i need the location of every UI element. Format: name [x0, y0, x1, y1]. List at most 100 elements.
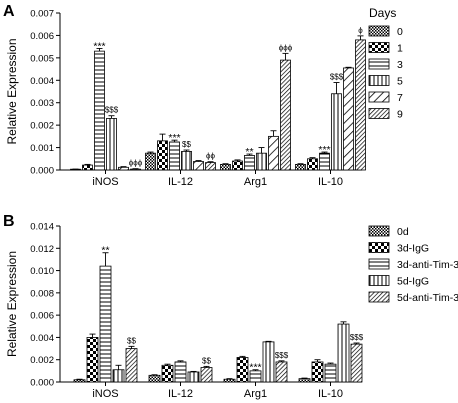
legend-label: 3d-anti-Tim-3 — [397, 259, 458, 271]
bar — [118, 166, 129, 171]
bar — [355, 39, 366, 171]
significance-label: ** — [101, 245, 109, 257]
bar — [298, 378, 311, 383]
bar — [148, 374, 161, 383]
x-tick-label: IL-10 — [318, 388, 343, 400]
bar — [324, 363, 337, 383]
y-tick-label: 0.004 — [30, 76, 54, 87]
bar — [350, 343, 363, 383]
bar — [343, 67, 354, 171]
bar — [337, 323, 350, 383]
legend-swatch — [368, 258, 390, 270]
bar — [262, 341, 275, 383]
x-tick-label: IL-12 — [168, 388, 193, 400]
legend-swatch — [368, 291, 390, 303]
bar — [295, 163, 306, 171]
significance-label: $$$ — [330, 73, 344, 82]
y-tick-label: 0.003 — [30, 98, 54, 109]
legend-label: 5 — [397, 76, 403, 88]
bar — [200, 367, 213, 383]
bar — [145, 152, 156, 171]
legend-label: 5d-IgG — [397, 276, 429, 288]
y-tick-label: 0.001 — [30, 143, 54, 154]
bar — [125, 348, 138, 383]
legend-swatch — [368, 25, 390, 37]
bar — [331, 93, 342, 171]
bar — [181, 150, 192, 171]
bar — [307, 158, 318, 171]
bar — [99, 265, 112, 383]
bar — [94, 50, 105, 171]
significance-label: $$ — [202, 356, 211, 365]
y-tick-label: 0.000 — [30, 378, 54, 389]
y-tick-label: 0.005 — [30, 53, 54, 64]
x-tick-label: iNOS — [92, 176, 118, 188]
significance-label: $$$ — [350, 333, 364, 342]
significance-label: ϕϕ — [206, 152, 215, 161]
x-tick-label: IL-12 — [168, 176, 193, 188]
bar — [268, 135, 279, 171]
bar — [86, 337, 99, 383]
legend-swatch — [368, 58, 390, 70]
x-tick-label: Arg1 — [244, 176, 267, 188]
legend-label: 0 — [397, 26, 403, 38]
legend-swatch — [368, 242, 390, 253]
bar — [161, 364, 174, 383]
significance-label: ϕϕϕ — [279, 43, 293, 52]
legend-swatch — [368, 91, 390, 103]
legend-swatch — [368, 275, 390, 286]
bar — [205, 162, 216, 171]
x-tick-label: Arg1 — [244, 388, 267, 400]
y-tick-label: 0.007 — [30, 9, 54, 20]
y-tick-label: 0.002 — [30, 355, 54, 366]
legend-label: 3d-IgG — [397, 243, 429, 255]
significance-label: $$ — [182, 140, 191, 149]
x-tick-label: IL-10 — [318, 176, 343, 188]
bar — [280, 59, 291, 171]
bar — [223, 378, 236, 383]
bar — [174, 361, 187, 383]
significance-label: $$ — [127, 336, 136, 345]
y-tick-label: 0.004 — [30, 333, 54, 344]
bar — [220, 163, 231, 171]
legend-label: 0d — [397, 226, 409, 238]
legend-label: 5d-anti-Tim-3 — [397, 292, 458, 304]
significance-label: *** — [318, 144, 330, 156]
x-tick-label: iNOS — [92, 388, 118, 400]
legend-label: 3 — [397, 59, 403, 71]
bar — [236, 357, 249, 383]
bar — [106, 118, 117, 171]
significance-label: $$$ — [275, 351, 289, 360]
bar — [256, 152, 267, 171]
bar — [82, 164, 93, 171]
significance-label: $$$ — [105, 106, 119, 115]
significance-label: *** — [249, 362, 261, 374]
y-tick-label: 0.002 — [30, 121, 54, 132]
legend-label: 7 — [397, 92, 403, 104]
significance-label: *** — [93, 40, 105, 52]
legend-swatch — [368, 225, 390, 237]
bar — [130, 168, 141, 171]
y-tick-label: 0.006 — [30, 31, 54, 42]
y-tick-label: 0.012 — [30, 244, 54, 255]
legend-swatch — [368, 42, 390, 53]
bar — [275, 361, 288, 383]
significance-label: *** — [168, 132, 180, 144]
y-axis-label: Relative Expression — [5, 251, 19, 357]
bar — [112, 369, 125, 383]
y-tick-label: 0.010 — [30, 266, 54, 277]
bar — [232, 160, 243, 171]
panel-a: A Relative Expression 0.000 0.001 0.002 0.003… — [3, 3, 403, 188]
bar — [157, 140, 168, 171]
panel-label: A — [3, 3, 15, 20]
y-tick-label: 0.000 — [30, 166, 54, 177]
y-axis-label: Relative Expression — [5, 38, 19, 144]
significance-label: ϕ — [358, 26, 363, 35]
legend-label: 9 — [397, 109, 403, 121]
legend-swatch — [368, 108, 390, 119]
legend-label: 1 — [397, 43, 403, 55]
y-tick-label: 0.006 — [30, 311, 54, 322]
significance-label: ϕϕϕ — [129, 159, 143, 168]
bar — [193, 161, 204, 171]
